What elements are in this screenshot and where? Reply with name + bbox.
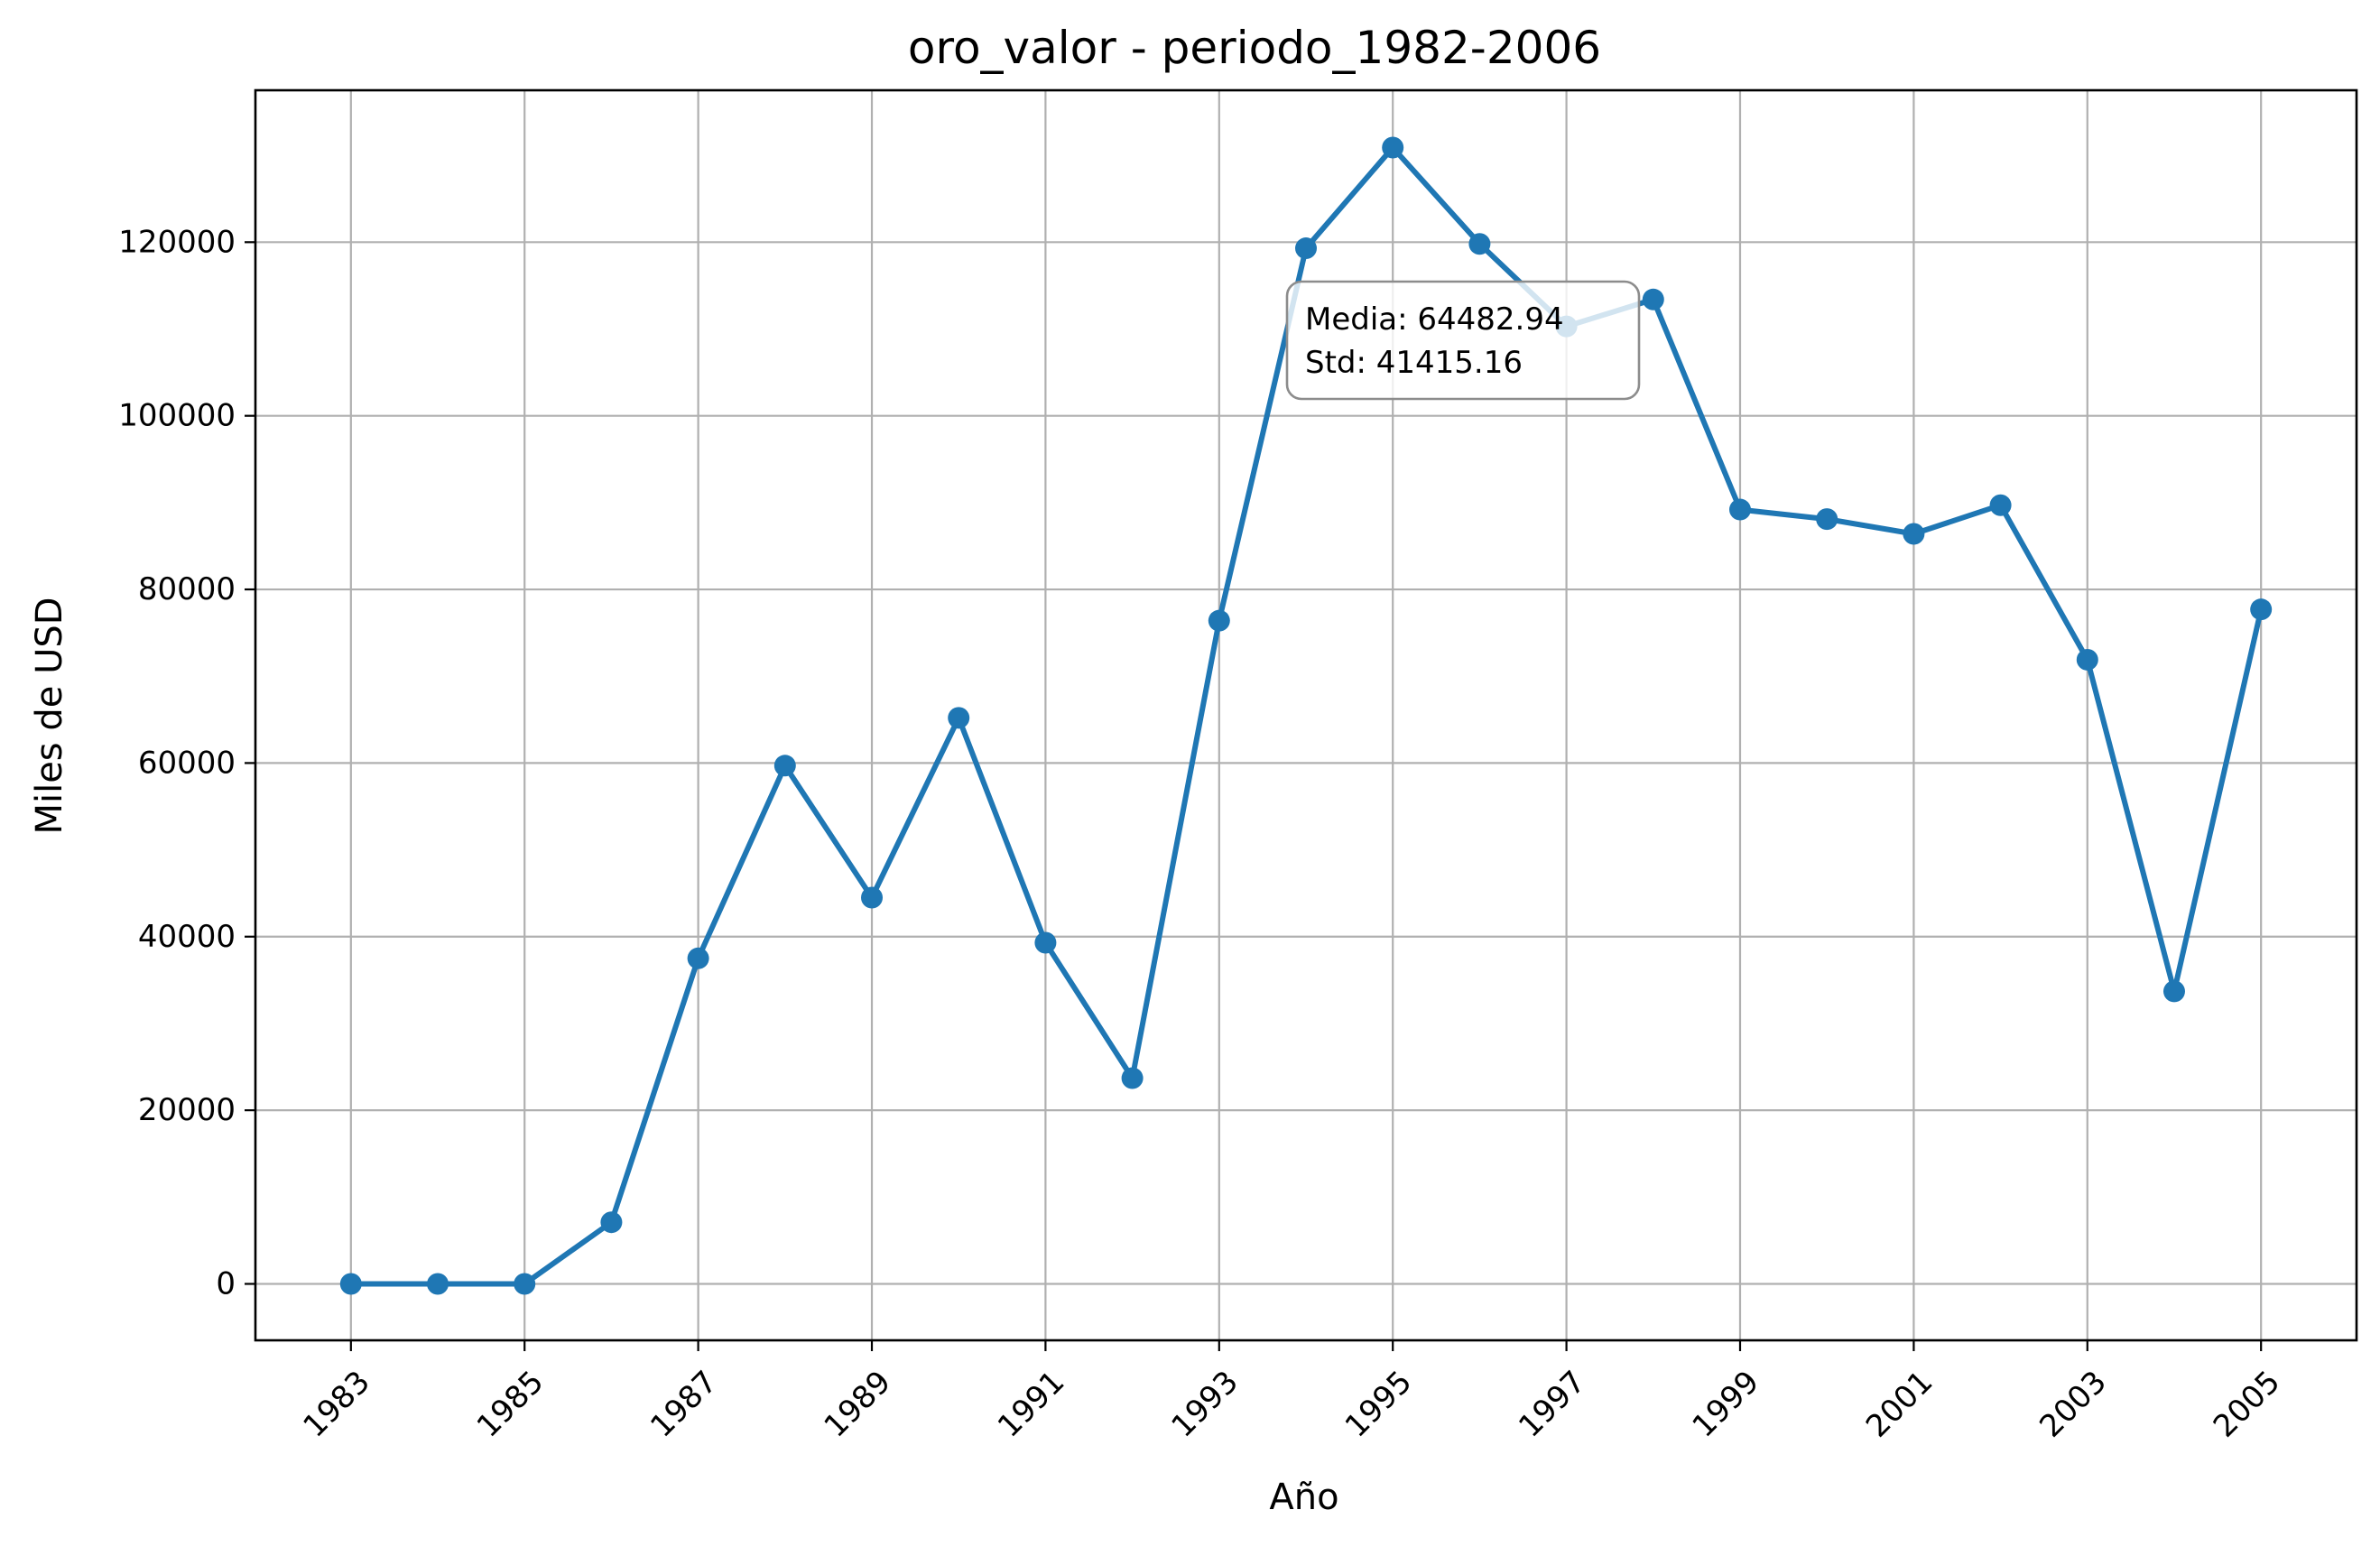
data-point: [1468, 233, 1491, 255]
data-point: [1903, 523, 1925, 545]
data-point: [2076, 648, 2098, 671]
data-point: [339, 1273, 362, 1295]
data-point: [1816, 508, 1838, 531]
data-point: [687, 947, 709, 969]
y-axis-ticks: 0 20000 40000 60000 80000 100000 120000: [118, 224, 255, 1302]
x-tick-label: 2003: [2033, 1364, 2113, 1444]
chart-title: oro_valor - periodo_1982-2006: [908, 22, 1601, 74]
plot-frame: [254, 88, 2358, 1342]
y-tick-label: 100000: [118, 398, 236, 434]
data-point: [1642, 288, 1664, 310]
data-point: [1728, 498, 1751, 521]
data-point: [2162, 980, 2185, 1003]
y-tick-label: 0: [216, 1265, 236, 1302]
x-tick-label: 1989: [818, 1364, 898, 1444]
annotation-mean: Media: 64482.94: [1305, 301, 1564, 338]
data-point: [600, 1211, 623, 1234]
x-tick-label: 1991: [991, 1364, 1071, 1444]
x-tick-label: 1983: [296, 1364, 376, 1444]
y-tick-label: 20000: [138, 1092, 236, 1128]
x-tick-label: 1985: [470, 1364, 551, 1444]
data-point: [1208, 609, 1230, 632]
grid: [255, 90, 2357, 1340]
y-tick-label: 40000: [138, 919, 236, 955]
data-point: [861, 886, 884, 909]
x-tick-label: 2005: [2207, 1364, 2287, 1444]
data-point: [1295, 237, 1317, 260]
y-axis-label: Miles de USD: [29, 597, 70, 834]
data-point: [1034, 931, 1057, 954]
data-point: [1121, 1067, 1144, 1089]
x-tick-label: 1987: [644, 1364, 724, 1444]
data-point: [1989, 494, 2012, 516]
y-tick-label: 80000: [138, 571, 236, 607]
x-tick-label: 1995: [1338, 1364, 1419, 1444]
x-tick-label: 2001: [1859, 1364, 1940, 1444]
data-point: [427, 1273, 449, 1295]
y-tick-label: 120000: [118, 224, 236, 260]
y-tick-label: 60000: [138, 745, 236, 781]
data-point: [948, 707, 970, 729]
x-axis-ticks: 1983 1985 1987 1989 1991 1993 1995 1997 1999 2001…: [296, 1340, 2287, 1445]
stats-annotation-box: [1285, 280, 1641, 401]
data-point: [514, 1273, 536, 1295]
x-tick-label: 1993: [1164, 1364, 1245, 1444]
data-point: [773, 755, 796, 777]
annotation-std: Std: 41415.16: [1305, 345, 1523, 381]
x-tick-label: 1999: [1686, 1364, 1766, 1444]
stats-annotation: Media: 64482.94 Std: 41415.16: [1285, 280, 1641, 401]
data-point: [2250, 598, 2273, 621]
data-point: [1382, 136, 1404, 159]
x-tick-label: 1997: [1512, 1364, 1592, 1444]
x-axis-label: Año: [1269, 1477, 1338, 1518]
